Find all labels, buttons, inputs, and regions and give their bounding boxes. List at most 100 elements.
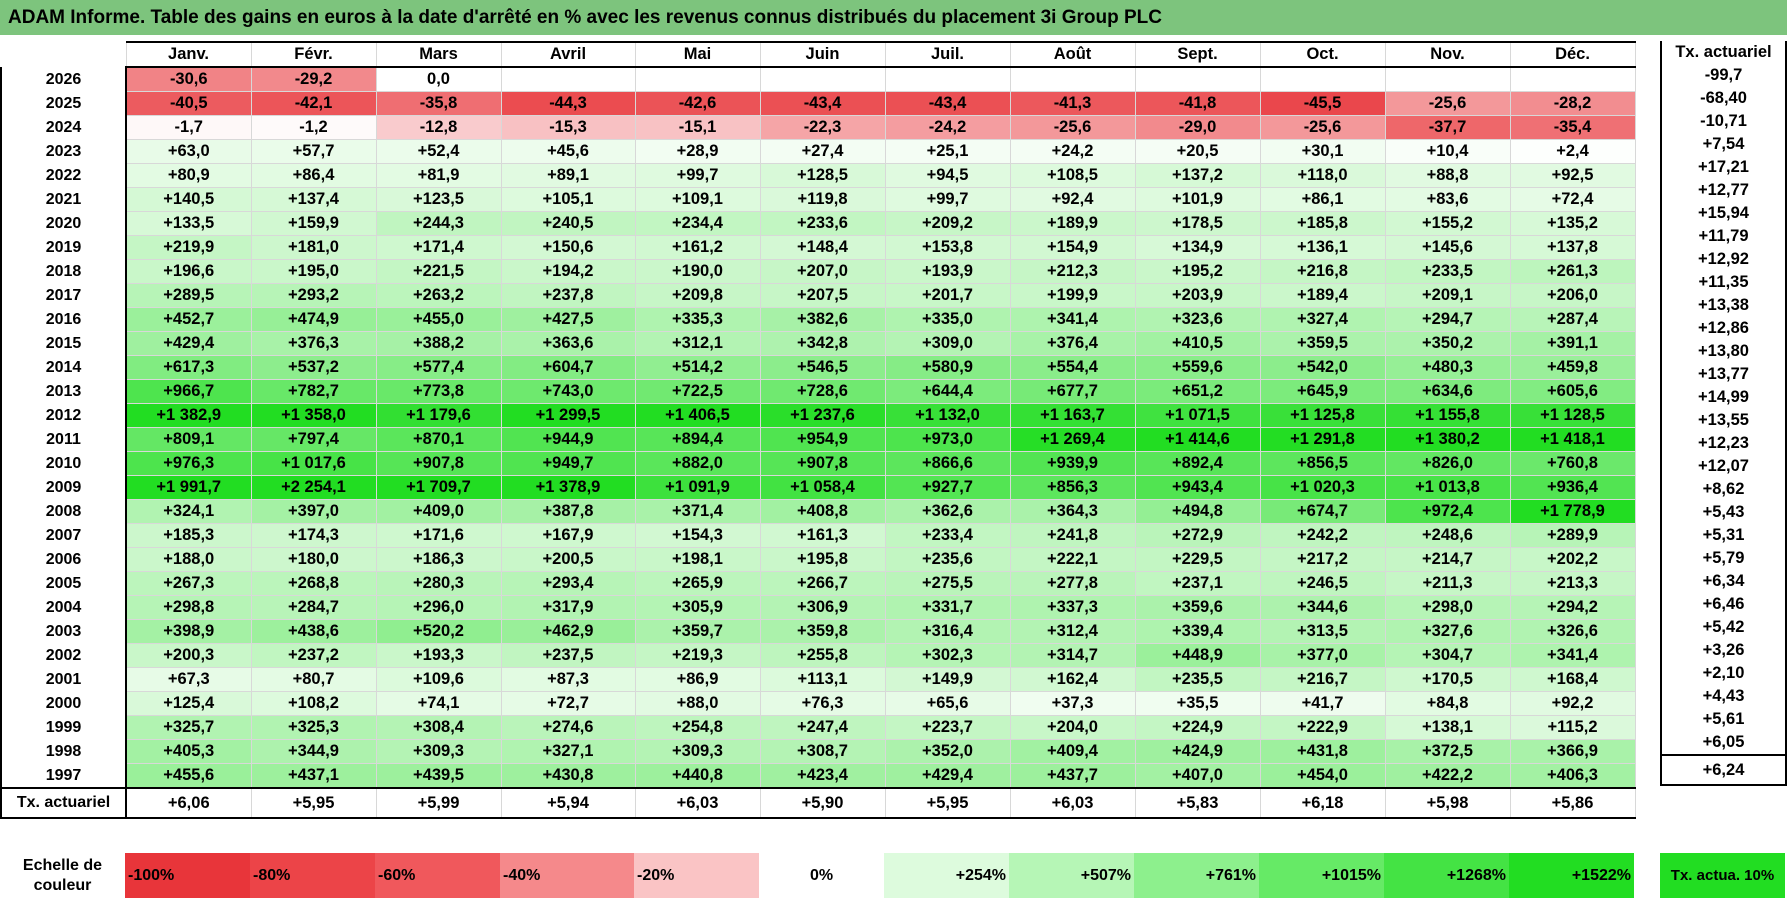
gain-cell: +212,3 xyxy=(1009,259,1136,284)
rate-column-header: Tx. actuariel xyxy=(1660,41,1787,64)
total-row-label: Tx. actuariel xyxy=(0,787,127,819)
gain-cell: +302,3 xyxy=(884,643,1011,668)
gain-cell: +159,9 xyxy=(250,211,377,236)
gain-cell: +207,5 xyxy=(759,283,886,308)
gain-cell: +335,3 xyxy=(634,307,761,332)
gain-cell: +1 991,7 xyxy=(125,475,252,500)
gain-cell: +728,6 xyxy=(759,379,886,404)
total-cell: +5,98 xyxy=(1384,787,1511,819)
rate-row: +2,10 xyxy=(1660,662,1787,685)
gain-cell: +397,0 xyxy=(250,499,377,524)
gain-cell: +140,5 xyxy=(125,187,252,212)
gain-cell: +81,9 xyxy=(375,163,502,188)
gain-cell: +605,6 xyxy=(1509,379,1636,404)
table-row: 2015 +429,4 +376,3 +388,2 +363,6 +312,1 +342,8… xyxy=(0,331,1636,356)
gain-cell: +248,6 xyxy=(1384,523,1511,548)
gain-cell: +352,0 xyxy=(884,739,1011,764)
gain-cell: +293,4 xyxy=(500,571,636,596)
gain-cell: +722,5 xyxy=(634,379,761,404)
rate-row: +3,26 xyxy=(1660,639,1787,662)
gain-cell xyxy=(884,66,1011,92)
gain-cell: +856,5 xyxy=(1259,451,1386,476)
rate-row: +5,42 xyxy=(1660,616,1787,639)
gain-cell: +193,9 xyxy=(884,259,1011,284)
gain-cell: +263,2 xyxy=(375,283,502,308)
gain-cell: +439,5 xyxy=(375,763,502,789)
gain-cell: +92,2 xyxy=(1509,691,1636,716)
gain-cell: -35,4 xyxy=(1509,115,1636,140)
report-title: ADAM Informe. Table des gains en euros à… xyxy=(0,0,1787,35)
gain-cell: +410,5 xyxy=(1134,331,1261,356)
gain-cell: +161,3 xyxy=(759,523,886,548)
gain-cell: +459,8 xyxy=(1509,355,1636,380)
year-label: 2002 xyxy=(0,643,127,668)
gain-cell: +907,8 xyxy=(375,451,502,476)
gain-cell: -43,4 xyxy=(884,91,1011,116)
gain-cell: +214,7 xyxy=(1384,547,1511,572)
gain-cell: +976,3 xyxy=(125,451,252,476)
gain-cell: +372,5 xyxy=(1384,739,1511,764)
rate-cell: +13,55 xyxy=(1660,409,1787,432)
gain-cell: +339,4 xyxy=(1134,619,1261,644)
gain-cell: +242,2 xyxy=(1259,523,1386,548)
total-cell: +5,90 xyxy=(759,787,886,819)
gain-cell: +72,4 xyxy=(1509,187,1636,212)
color-scale-swatch: -80% xyxy=(250,853,375,898)
gain-cell: +546,5 xyxy=(759,355,886,380)
rate-cell: -99,7 xyxy=(1660,64,1787,87)
gain-cell: +645,9 xyxy=(1259,379,1386,404)
gain-cell: +1 299,5 xyxy=(500,403,636,428)
gain-cell: +520,2 xyxy=(375,619,502,644)
rate-cell: +12,23 xyxy=(1660,432,1787,455)
gain-cell: +204,0 xyxy=(1009,715,1136,740)
gain-cell xyxy=(1509,66,1636,92)
gain-cell: -37,7 xyxy=(1384,115,1511,140)
gain-cell: +280,3 xyxy=(375,571,502,596)
table-row: 1997 +455,6 +437,1 +439,5 +430,8 +440,8 +423,4… xyxy=(0,763,1636,789)
gain-cell: +943,4 xyxy=(1134,475,1261,500)
gain-cell: +209,1 xyxy=(1384,283,1511,308)
total-cell: +5,99 xyxy=(375,787,502,819)
year-label: 2019 xyxy=(0,235,127,260)
gain-cell: +133,5 xyxy=(125,211,252,236)
rate-row: +14,99 xyxy=(1660,386,1787,409)
gain-cell: +200,5 xyxy=(500,547,636,572)
month-header: Avril xyxy=(500,41,636,68)
gain-cell: +240,5 xyxy=(500,211,636,236)
year-label: 2018 xyxy=(0,259,127,284)
gain-cell: +388,2 xyxy=(375,331,502,356)
gain-cell: +760,8 xyxy=(1509,451,1636,476)
rate-cell: +6,34 xyxy=(1660,570,1787,593)
gain-cell: +308,4 xyxy=(375,715,502,740)
gain-cell: +268,8 xyxy=(250,571,377,596)
rate-cell: +7,54 xyxy=(1660,133,1787,156)
gain-cell: +247,4 xyxy=(759,715,886,740)
gain-cell: +312,4 xyxy=(1009,619,1136,644)
table-row: 2022 +80,9 +86,4 +81,9 +89,1 +99,7 +128,5 +94,5… xyxy=(0,163,1636,188)
gain-cell: -40,5 xyxy=(125,91,252,116)
table-row: 2004 +298,8 +284,7 +296,0 +317,9 +305,9 +306,9… xyxy=(0,595,1636,620)
rate-cell: +11,35 xyxy=(1660,271,1787,294)
table-row: 2023 +63,0 +57,7 +52,4 +45,6 +28,9 +27,4 +25,1 +… xyxy=(0,139,1636,164)
gain-cell: +407,0 xyxy=(1134,763,1261,789)
month-header-row: Janv. Févr. Mars Avril Mai Juin Juil. Août Sept.… xyxy=(1,41,1636,68)
rate-cell: +5,42 xyxy=(1660,616,1787,639)
rate-row: -99,7 xyxy=(1660,64,1787,87)
gain-cell: +235,6 xyxy=(884,547,1011,572)
gain-cell: +233,4 xyxy=(884,523,1011,548)
rate-cell: +5,31 xyxy=(1660,524,1787,547)
gain-cell: +148,4 xyxy=(759,235,886,260)
gain-cell: +202,2 xyxy=(1509,547,1636,572)
gain-cell: +423,4 xyxy=(759,763,886,789)
gain-cell: +856,3 xyxy=(1009,475,1136,500)
rate-cell: +12,07 xyxy=(1660,455,1787,478)
gain-cell: +797,4 xyxy=(250,427,377,452)
gain-cell: +162,4 xyxy=(1009,667,1136,692)
year-label: 2022 xyxy=(0,163,127,188)
gain-cell: +480,3 xyxy=(1384,355,1511,380)
gain-cell: +809,1 xyxy=(125,427,252,452)
gain-cell: +195,8 xyxy=(759,547,886,572)
gain-cell: +944,9 xyxy=(500,427,636,452)
gain-cell: +145,6 xyxy=(1384,235,1511,260)
gain-cell: +221,5 xyxy=(375,259,502,284)
